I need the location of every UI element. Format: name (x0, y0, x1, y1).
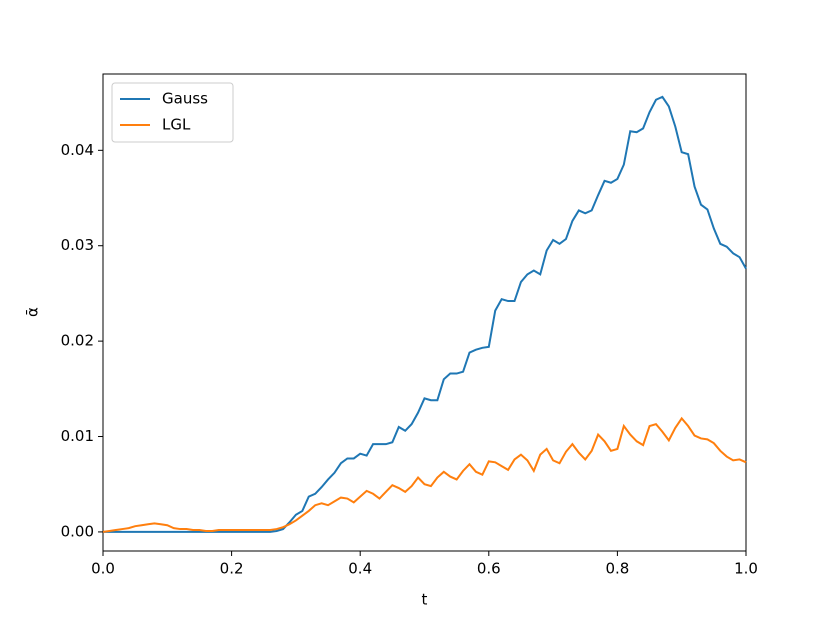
y-tick-label: 0.02 (61, 332, 94, 350)
legend-label: Gauss (162, 90, 208, 108)
x-tick-label: 0.2 (220, 560, 244, 578)
line-series (102, 416, 747, 533)
x-tick-label: 1.0 (734, 560, 758, 578)
legend-label: LGL (162, 116, 191, 134)
y-tick-label: 0.00 (61, 522, 94, 540)
plot-frame (102, 73, 747, 552)
x-tick-label: 0.4 (348, 560, 372, 578)
y-tick-label: 0.03 (61, 236, 94, 254)
y-tick-label: 0.01 (61, 427, 94, 445)
legend-box (111, 82, 234, 143)
x-axis-label: t (422, 591, 428, 609)
x-tick-label: 0.8 (605, 560, 629, 578)
x-tick-label: 0.6 (477, 560, 501, 578)
y-tick-label: 0.04 (61, 141, 94, 159)
line-series (103, 95, 747, 533)
x-tick-label: 0.0 (91, 560, 115, 578)
y-axis-label: ᾱ (24, 307, 42, 317)
